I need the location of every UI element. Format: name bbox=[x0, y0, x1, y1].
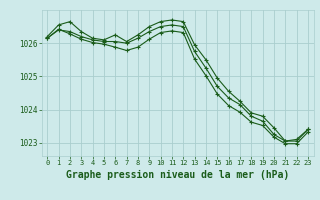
X-axis label: Graphe pression niveau de la mer (hPa): Graphe pression niveau de la mer (hPa) bbox=[66, 170, 289, 180]
